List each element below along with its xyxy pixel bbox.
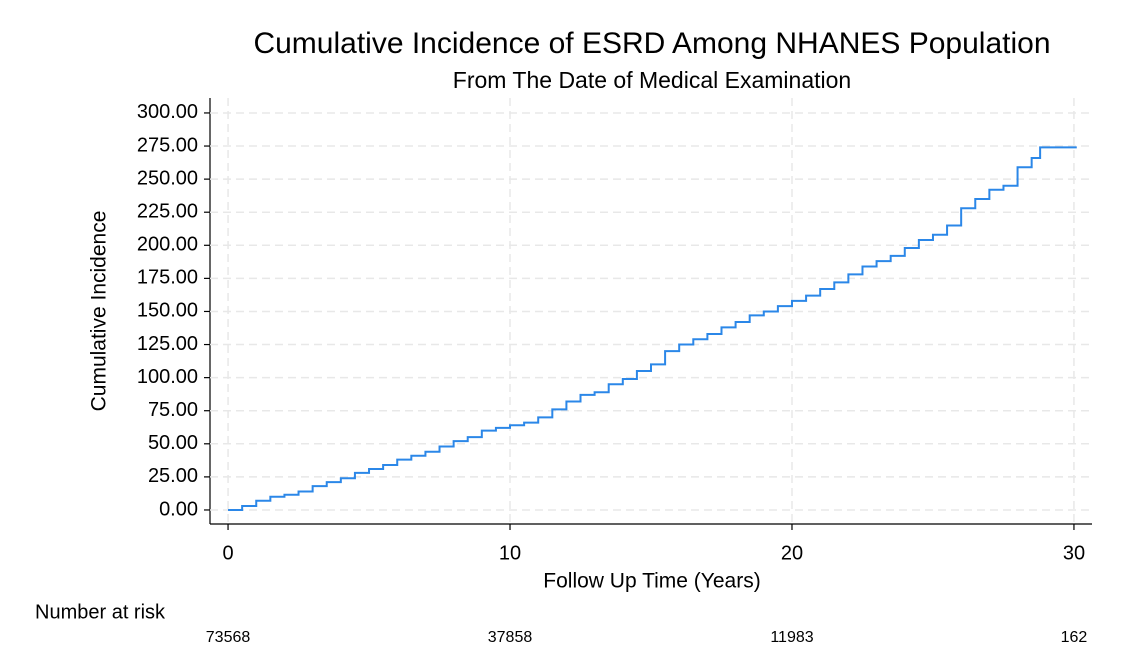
- y-tick-label: 50.00: [148, 432, 198, 454]
- y-tick-label: 225.00: [137, 200, 198, 222]
- y-tick-label: 150.00: [137, 300, 198, 322]
- y-tick-label: 250.00: [137, 167, 198, 189]
- y-tick-label: 100.00: [137, 366, 198, 388]
- x-tick-label: 10: [499, 542, 521, 564]
- x-tick-label: 0: [222, 542, 233, 564]
- y-axis-label: Cumulative Incidence: [88, 211, 111, 412]
- y-tick-label: 175.00: [137, 267, 198, 289]
- y-tick-label: 125.00: [137, 333, 198, 355]
- y-tick-label: 275.00: [137, 134, 198, 156]
- chart-title: Cumulative Incidence of ESRD Among NHANE…: [253, 27, 1050, 60]
- y-tick-label: 25.00: [148, 465, 198, 487]
- data-line: [228, 146, 1077, 511]
- x-tick-label: 30: [1063, 542, 1085, 564]
- y-tick-label: 300.00: [137, 101, 198, 123]
- x-axis-label: Follow Up Time (Years): [543, 570, 760, 593]
- risk-count: 37858: [488, 629, 533, 646]
- chart-subtitle: From The Date of Medical Examination: [453, 67, 851, 93]
- risk-table-label: Number at risk: [35, 601, 166, 623]
- y-tick-label: 0.00: [159, 498, 198, 520]
- x-tick-label: 20: [781, 542, 803, 564]
- risk-count: 162: [1061, 629, 1088, 646]
- risk-count: 73568: [206, 629, 251, 646]
- risk-count: 11983: [770, 629, 813, 646]
- y-tick-label: 200.00: [137, 234, 198, 256]
- y-tick-label: 75.00: [148, 399, 198, 421]
